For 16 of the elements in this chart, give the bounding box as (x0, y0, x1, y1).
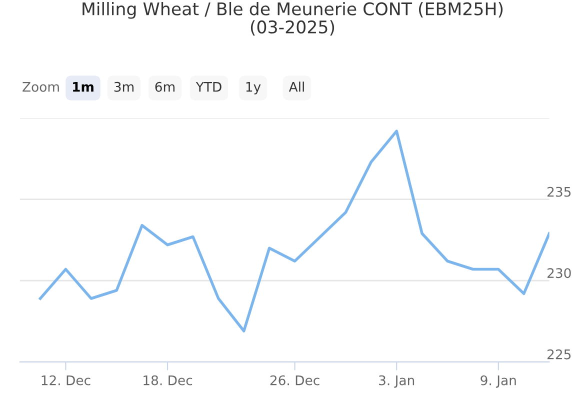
text: Zoom (22, 82, 59, 92)
text: YTD (196, 82, 222, 92)
x-tick-label: 3. Jan (379, 375, 414, 388)
text: 6m (155, 82, 175, 92)
y-tick-label: 235 (548, 186, 571, 197)
x-tick-label: 18. Dec (144, 375, 192, 386)
text: All (288, 82, 304, 92)
x-tick-label: 26. Dec (270, 375, 320, 386)
y-tick-label: 225 (548, 349, 571, 360)
x-tick-label: 12. Dec (42, 375, 90, 386)
chart-title: Milling Wheat / Ble de Meunerie CONT (EBM25H) (03-2025) (82, 2, 503, 36)
text: 3m (114, 82, 134, 92)
y-tick-label: 230 (548, 268, 571, 278)
x-tick-label: 9. Jan (480, 375, 516, 388)
text: 1y (246, 82, 261, 94)
text: 1m (73, 82, 94, 92)
